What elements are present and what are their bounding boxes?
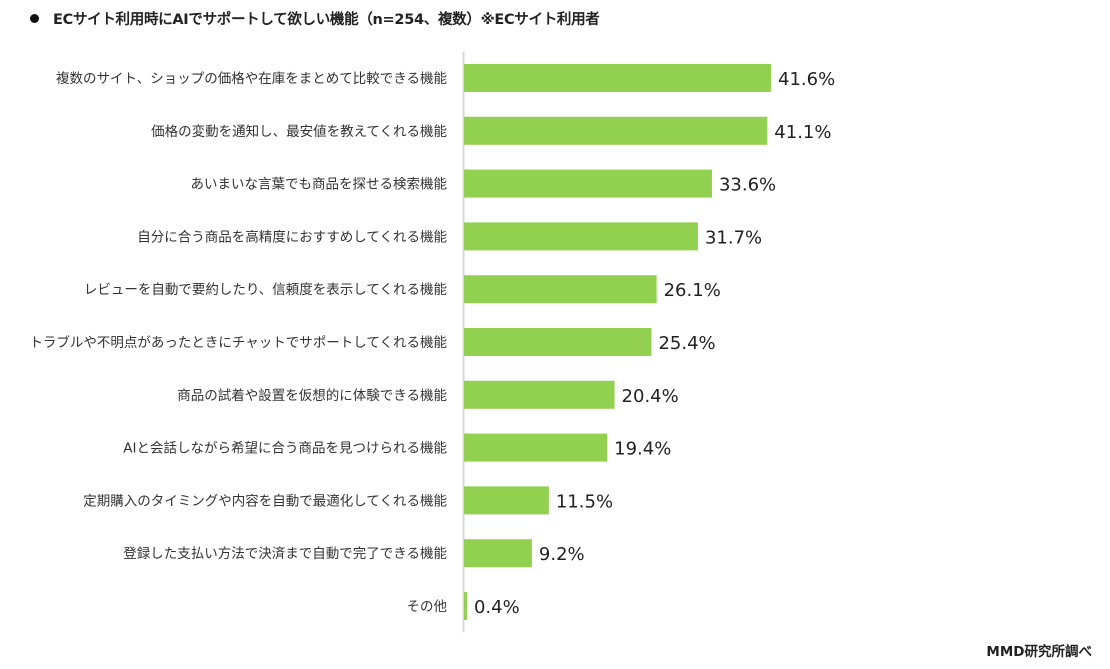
category-label: AIと会話しながら希望に合う商品を見つけられる機能 [123,440,447,457]
bar [464,116,768,145]
bar [464,222,698,251]
bar [464,539,532,568]
category-label: あいまいな言葉でも商品を探せる検索機能 [191,177,448,193]
category-label: 登録した支払い方法で決済まで自動で完了できる機能 [123,546,447,562]
bar [464,433,608,462]
category-label: 価格の変動を通知し、最安値を教えてくれる機能 [151,123,447,140]
bar [464,592,467,620]
value-label: 19.4% [614,439,671,460]
bar [464,64,771,92]
value-label: 0.4% [474,597,520,618]
value-label: 33.6% [719,175,776,196]
bar [464,328,652,356]
category-label: 複数のサイト、ショップの価格や在庫をまとめて比較できる機能 [56,70,447,87]
value-label: 9.2% [539,544,585,565]
category-label: その他 [407,599,448,615]
chart-title: ECサイト利用時にAIでサポートして欲しい機能（n=254、複数）※ECサイト利… [30,8,600,29]
category-label: トラブルや不明点があったときにチャットでサポートしてくれる機能 [29,334,447,351]
bar [464,486,549,515]
category-label: 商品の試着や設置を仮想的に体験できる機能 [177,387,447,404]
bar [464,275,657,304]
bullet-icon [30,13,39,23]
source-note: MMD研究所調べ [986,644,1092,660]
value-label: 31.7% [705,227,762,248]
category-label: 自分に合う商品を高精度におすすめしてくれる機能 [137,228,447,245]
value-label: 41.6% [778,69,835,90]
value-label: 20.4% [622,386,679,407]
value-label: 25.4% [658,333,715,354]
chart-title-text: ECサイト利用時にAIでサポートして欲しい機能（n=254、複数）※ECサイト利… [53,12,600,28]
bar [464,169,712,198]
category-label: レビューを自動で要約したり、信頼度を表示してくれる機能 [84,282,447,298]
value-label: 26.1% [664,280,721,301]
category-label: 定期購入のタイミングや内容を自動で最適化してくれる機能 [83,492,447,509]
value-label: 11.5% [556,491,613,512]
value-label: 41.1% [774,122,831,143]
bar [464,380,615,409]
